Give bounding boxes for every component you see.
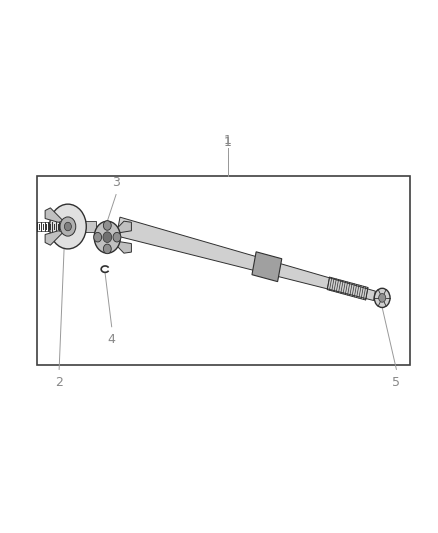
- Circle shape: [113, 232, 121, 242]
- Polygon shape: [117, 217, 375, 301]
- Circle shape: [64, 222, 71, 231]
- Polygon shape: [113, 241, 131, 253]
- Text: 1: 1: [224, 136, 232, 149]
- Polygon shape: [84, 221, 96, 232]
- Circle shape: [60, 217, 76, 236]
- Text: 4: 4: [108, 333, 116, 346]
- Polygon shape: [113, 221, 131, 233]
- Polygon shape: [45, 208, 64, 222]
- Polygon shape: [45, 231, 64, 245]
- Circle shape: [49, 204, 86, 249]
- Circle shape: [103, 221, 111, 230]
- Circle shape: [94, 221, 120, 253]
- Polygon shape: [252, 252, 282, 281]
- Circle shape: [103, 244, 111, 254]
- Circle shape: [374, 288, 390, 308]
- Text: 2: 2: [55, 376, 63, 389]
- Circle shape: [103, 232, 112, 243]
- Text: 5: 5: [392, 376, 400, 389]
- Circle shape: [378, 294, 386, 302]
- Bar: [37, 176, 410, 365]
- Text: 3: 3: [112, 176, 120, 189]
- Text: 1: 1: [224, 134, 232, 147]
- Circle shape: [94, 232, 102, 242]
